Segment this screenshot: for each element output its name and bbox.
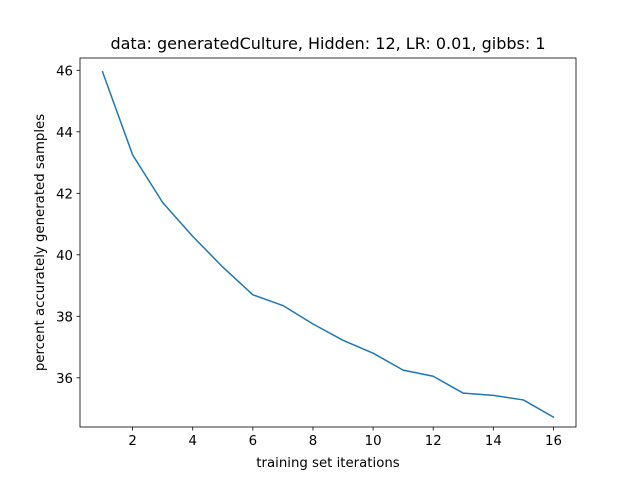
x-axis-ticks: 2 4 6 8 10 12 14 16 [128, 427, 562, 449]
x-tick-label: 10 [365, 434, 382, 449]
y-tick-label: 38 [56, 310, 73, 325]
series-line [101, 70, 555, 419]
x-tick-label: 4 [188, 434, 196, 449]
x-tick-label: 8 [309, 434, 317, 449]
y-axis-label: percent accurately generated samples [33, 114, 48, 371]
y-axis-ticks: 36 38 40 42 44 46 [56, 64, 80, 387]
y-tick-label: 44 [56, 126, 73, 141]
y-tick-label: 36 [56, 372, 73, 387]
x-tick-label: 2 [128, 434, 136, 449]
x-tick-label: 14 [485, 434, 502, 449]
x-tick-label: 6 [249, 434, 257, 449]
plot-frame [79, 57, 577, 428]
x-axis-label: training set iterations [256, 456, 399, 471]
y-tick-label: 42 [56, 187, 73, 202]
y-tick-label: 40 [56, 249, 73, 264]
y-tick-label: 46 [56, 64, 73, 79]
x-tick-label: 12 [425, 434, 442, 449]
chart-title: data: generatedCulture, Hidden: 12, LR: … [110, 34, 545, 53]
x-tick-label: 16 [545, 434, 562, 449]
plot-area [80, 58, 576, 427]
series-layer [101, 70, 555, 419]
